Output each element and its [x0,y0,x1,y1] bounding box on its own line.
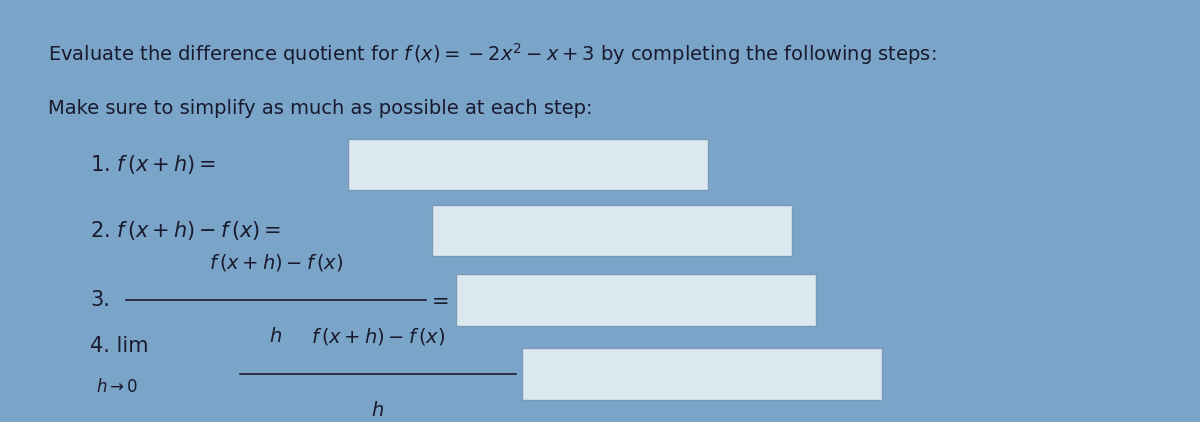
Text: $h$: $h$ [270,327,282,346]
Text: 4. lim: 4. lim [90,335,149,356]
Text: 1. $f\,(x + h) =$: 1. $f\,(x + h) =$ [90,153,216,176]
Text: 3.: 3. [90,290,110,310]
Text: $h$: $h$ [372,401,384,420]
Text: Make sure to simplify as much as possible at each step:: Make sure to simplify as much as possibl… [48,99,593,118]
Text: 2. $f\,(x + h) - f\,(x) =$: 2. $f\,(x + h) - f\,(x) =$ [90,219,281,242]
FancyBboxPatch shape [522,349,882,400]
Text: $=$: $=$ [427,290,449,310]
FancyBboxPatch shape [456,274,816,326]
FancyBboxPatch shape [432,205,792,256]
FancyBboxPatch shape [348,139,708,190]
Text: $f\,(x + h) - f\,(x)$: $f\,(x + h) - f\,(x)$ [311,326,445,347]
Text: Evaluate the difference quotient for $f\,(x) = -2x^2 - x + 3$ by completing the : Evaluate the difference quotient for $f\… [48,41,936,67]
Text: $h\to 0$: $h\to 0$ [96,378,138,396]
Text: $f\,(x + h) - f\,(x)$: $f\,(x + h) - f\,(x)$ [209,252,343,273]
